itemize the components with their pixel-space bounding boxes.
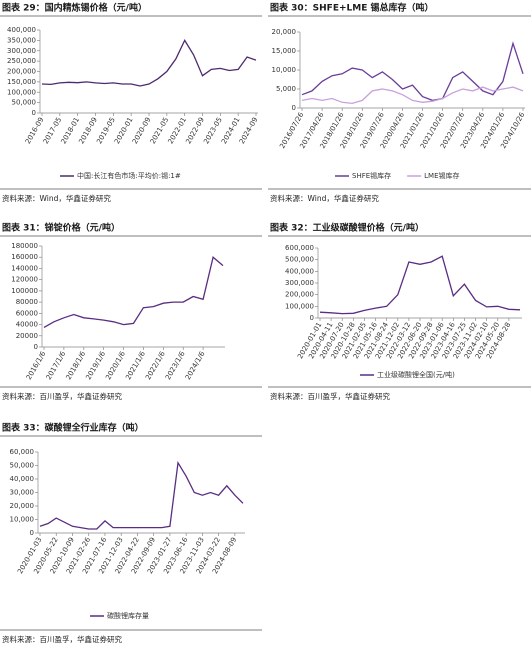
y-tick-label: 500,000	[285, 256, 314, 264]
y-tick-label: 400,000	[7, 26, 36, 34]
y-tick-label: 180000	[11, 242, 38, 250]
source: 资料来源：百川盈孚，华鑫证券研究	[270, 391, 390, 401]
y-tick-label: 5,000	[276, 85, 296, 93]
y-tick-label: 0	[34, 343, 38, 351]
legend-label: SHFE锡库存	[352, 171, 391, 180]
y-tick-label: 0	[310, 314, 314, 322]
series-line	[319, 255, 521, 315]
y-tick-label: 350,000	[7, 36, 36, 44]
y-tick-label: 50,000	[12, 99, 37, 107]
figure-title: 图表 32：工业级碳酸锂价格（元/吨）	[270, 222, 424, 234]
y-tick-label: 300,000	[285, 279, 314, 287]
y-tick-label: 30,000	[10, 489, 35, 497]
y-tick-label: 200,000	[7, 68, 36, 76]
figure-title: 图表 29：国内精炼锡价格（元/吨）	[2, 2, 147, 14]
y-tick-label: 10,000	[272, 66, 297, 74]
legend-label: 中国:长江有色市场:平均价:锡:1#	[77, 171, 181, 180]
y-tick-label: 60,000	[10, 448, 35, 456]
figure-title: 图表 30：SHFE+LME 锡总库存（吨）	[270, 2, 433, 14]
source: 资料来源：百川盈孚，华鑫证券研究	[2, 634, 122, 644]
y-tick-label: 600,000	[285, 244, 314, 252]
y-tick-label: 40,000	[10, 475, 35, 483]
y-tick-label: 120000	[11, 276, 38, 284]
legend-label: LME锡库存	[424, 171, 459, 180]
y-tick-label: 0	[30, 529, 34, 537]
y-tick-label: 15,000	[272, 47, 297, 55]
y-tick-label: 10,000	[10, 516, 35, 524]
y-tick-label: 100,000	[7, 88, 36, 96]
y-tick-label: 20,000	[10, 502, 35, 510]
y-tick-label: 20,000	[272, 28, 297, 36]
y-tick-label: 160000	[11, 253, 38, 261]
y-tick-label: 60000	[16, 309, 38, 317]
y-tick-label: 80000	[16, 298, 38, 306]
y-tick-label: 250,000	[7, 57, 36, 65]
source: 资料来源：Wind，华鑫证券研究	[270, 193, 379, 203]
legend-label: 工业级碳酸锂全国(元/吨)	[377, 370, 455, 379]
y-tick-label: 140000	[11, 264, 38, 272]
x-tick-label: 2024/1/6	[184, 350, 207, 382]
series-line	[301, 86, 524, 105]
y-tick-label: 20000	[16, 332, 38, 340]
y-tick-label: 0	[292, 104, 296, 112]
source: 资料来源：百川盈孚，华鑫证券研究	[2, 391, 122, 401]
figure-title: 图表 33：碳酸锂全行业库存（吨）	[2, 422, 144, 434]
y-tick-label: 100,000	[285, 302, 314, 310]
legend-label: 碳酸锂库存量	[107, 611, 149, 620]
source: 资料来源：Wind，华鑫证券研究	[2, 193, 111, 203]
y-tick-label: 40000	[16, 321, 38, 329]
y-tick-label: 50,000	[10, 462, 35, 470]
figure-title: 图表 31：锑锭价格（元/吨）	[2, 222, 120, 234]
y-tick-label: 300,000	[7, 47, 36, 55]
series-line	[41, 39, 257, 87]
series-line	[301, 41, 524, 102]
series-line	[43, 256, 224, 328]
y-tick-label: 0	[32, 109, 36, 117]
y-tick-label: 100000	[11, 287, 38, 295]
y-tick-label: 200,000	[285, 291, 314, 299]
y-tick-label: 400,000	[285, 267, 314, 275]
series-line	[39, 460, 244, 530]
y-tick-label: 150,000	[7, 78, 36, 86]
